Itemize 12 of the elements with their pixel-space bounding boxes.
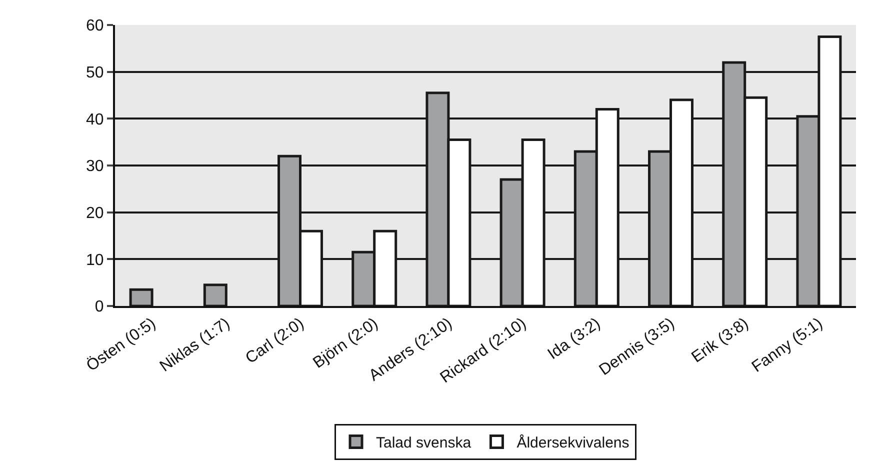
y-tick-label: 30 <box>86 158 104 176</box>
x-tick-label: Carl (2:0) <box>242 315 308 368</box>
y-tick-label: 10 <box>86 252 104 269</box>
y-tick-label: 0 <box>94 298 104 316</box>
x-tick-label: Ida (3:2) <box>544 315 604 364</box>
y-tick-label: 20 <box>86 204 104 222</box>
y-tick-label: 40 <box>86 111 104 128</box>
x-tick-label: Erik (3:8) <box>688 315 752 366</box>
y-tick-label: 60 <box>86 18 104 35</box>
legend-label: Åldersekvivalens <box>516 434 630 452</box>
legend-label: Talad svenska <box>376 434 472 452</box>
y-tick-label: 50 <box>86 64 104 82</box>
